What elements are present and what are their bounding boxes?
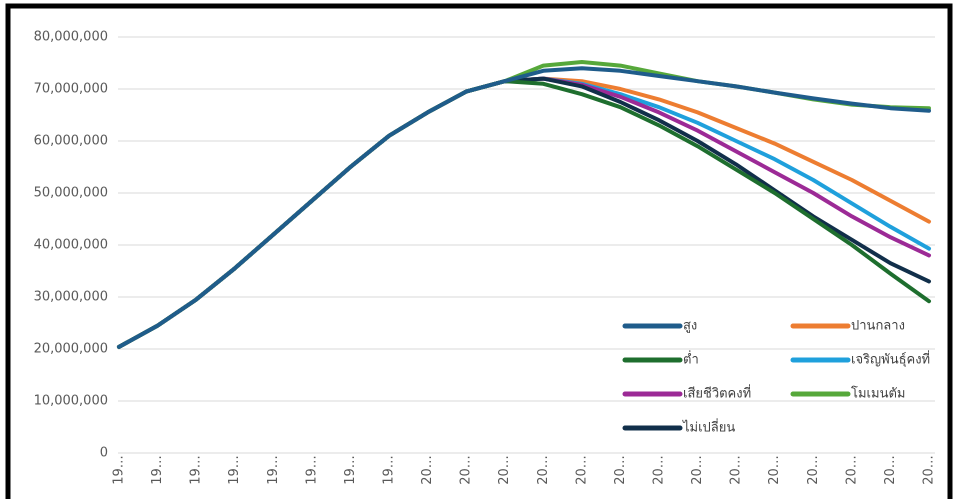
x-tick-label: 20… [922,455,937,485]
legend-label: ปานกลาง [851,319,905,334]
series-line [117,66,931,349]
y-tick-label: 70,000,000 [34,82,108,97]
x-tick-label: 20… [767,455,782,485]
x-tick-label: 20… [574,455,589,485]
x-tick-label: 20… [652,455,667,485]
x-tick-label: 19… [189,455,204,485]
x-tick-label: 19… [112,455,127,485]
y-tick-label: 80,000,000 [34,30,108,45]
y-tick-label: 30,000,000 [34,290,108,305]
legend-label: สูง [683,319,697,334]
legend-label: ไม่เปลี่ยน [682,419,735,436]
x-tick-label: 20… [459,455,474,485]
y-tick-label: 50,000,000 [34,186,108,201]
chart-frame [5,3,953,499]
x-tick-label: 20… [497,455,512,485]
y-tick-label: 10,000,000 [34,394,108,409]
y-tick-label: 60,000,000 [34,134,108,149]
x-tick-label: 20… [536,455,551,485]
legend-label: ต่ำ [683,351,699,368]
x-tick-label: 19… [304,455,319,485]
y-tick-label: 0 [100,446,108,461]
x-tick-label: 20… [420,455,435,485]
x-tick-label: 19… [343,455,358,485]
x-tick-label: 19… [150,455,165,485]
legend-label: โมเมนตัม [851,386,905,402]
x-tick-label: 19… [227,455,242,485]
legend-label: เสียชีวิตคงที่ [683,385,751,402]
legend-label: เจริญพันธุ์คงที่ [851,351,930,368]
x-tick-label: 19… [382,455,397,485]
x-tick-label: 20… [690,455,705,485]
y-tick-label: 20,000,000 [34,342,108,357]
x-tick-label: 19… [266,455,281,485]
x-tick-label: 20… [806,455,821,485]
x-tick-label: 20… [729,455,744,485]
x-tick-label: 20… [613,455,628,485]
x-tick-label: 20… [844,455,859,485]
x-tick-label: 20… [883,455,898,485]
y-tick-label: 40,000,000 [34,238,108,253]
